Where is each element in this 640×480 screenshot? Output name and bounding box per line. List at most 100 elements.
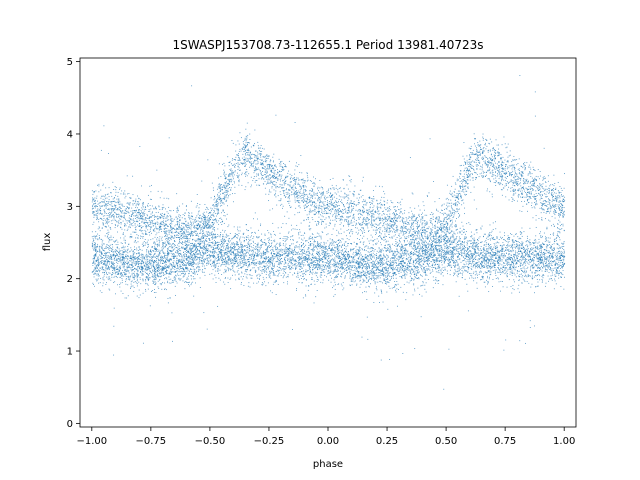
data-point xyxy=(331,248,333,250)
data-point xyxy=(496,237,498,238)
data-point xyxy=(165,262,167,263)
data-point xyxy=(221,262,223,264)
data-point xyxy=(381,250,383,252)
data-point xyxy=(371,268,373,270)
data-point xyxy=(132,266,134,267)
data-point xyxy=(512,239,514,241)
data-point xyxy=(100,256,102,257)
data-point xyxy=(168,266,170,268)
data-point xyxy=(190,243,192,244)
data-point xyxy=(321,268,323,270)
data-point xyxy=(193,244,195,246)
data-point xyxy=(121,277,123,279)
data-point xyxy=(368,286,370,288)
data-point xyxy=(370,251,372,253)
data-point xyxy=(442,284,444,286)
data-point xyxy=(138,259,140,261)
data-point xyxy=(124,246,126,248)
data-point xyxy=(357,275,359,277)
data-point xyxy=(354,261,356,263)
data-point xyxy=(416,268,418,270)
data-point xyxy=(237,263,238,265)
data-point xyxy=(471,275,473,277)
data-point xyxy=(138,273,140,275)
data-point xyxy=(366,281,368,283)
data-point xyxy=(317,248,319,250)
data-point xyxy=(545,258,547,259)
data-point xyxy=(203,249,205,251)
data-point xyxy=(183,235,185,237)
data-point xyxy=(158,266,160,268)
data-point xyxy=(324,268,326,270)
data-point xyxy=(369,253,371,255)
data-point xyxy=(278,249,280,251)
data-point xyxy=(422,270,424,272)
data-point xyxy=(311,262,313,264)
data-point xyxy=(115,254,117,256)
data-point xyxy=(199,266,201,268)
data-point xyxy=(425,268,427,270)
data-point xyxy=(280,226,282,228)
data-point xyxy=(469,262,471,264)
data-point xyxy=(556,269,557,271)
data-point xyxy=(121,247,123,249)
data-point xyxy=(96,260,98,262)
data-point xyxy=(477,266,479,267)
data-point xyxy=(483,276,484,278)
data-point xyxy=(123,263,125,265)
data-point xyxy=(435,268,436,270)
data-point xyxy=(412,294,414,296)
data-point xyxy=(178,266,180,268)
data-point xyxy=(167,302,169,304)
data-point xyxy=(273,270,274,272)
data-point xyxy=(510,256,512,258)
data-point xyxy=(544,255,546,257)
data-point xyxy=(242,256,244,258)
data-point xyxy=(368,285,370,287)
data-point xyxy=(413,265,415,267)
data-point xyxy=(546,247,548,249)
data-point xyxy=(217,253,219,255)
data-point xyxy=(545,268,547,270)
data-point xyxy=(149,259,151,261)
data-point xyxy=(379,272,381,273)
data-point xyxy=(468,263,470,265)
data-point xyxy=(313,280,315,282)
data-point xyxy=(99,236,100,238)
data-point xyxy=(540,247,542,249)
data-point xyxy=(138,246,140,248)
data-point xyxy=(345,246,347,248)
data-point xyxy=(548,260,550,262)
data-point xyxy=(436,249,438,251)
data-point xyxy=(468,246,470,248)
data-point xyxy=(391,287,393,289)
data-point xyxy=(401,252,403,254)
data-point xyxy=(108,266,109,268)
data-point xyxy=(478,254,480,256)
data-point xyxy=(458,269,460,271)
data-point xyxy=(392,250,394,252)
data-point xyxy=(324,255,326,257)
data-point xyxy=(270,258,272,260)
data-point xyxy=(551,256,553,258)
data-point xyxy=(481,261,483,262)
data-point xyxy=(130,268,132,270)
data-point xyxy=(503,253,505,255)
data-point xyxy=(153,276,155,278)
data-point xyxy=(257,255,259,257)
data-point xyxy=(488,263,490,265)
data-point xyxy=(302,249,304,251)
data-point xyxy=(285,240,287,241)
data-point xyxy=(154,284,156,285)
data-point xyxy=(206,233,208,235)
data-point xyxy=(561,261,563,263)
data-point xyxy=(231,238,233,239)
data-point xyxy=(372,275,374,277)
data-point xyxy=(234,271,236,273)
data-point xyxy=(278,257,280,259)
data-point xyxy=(521,270,523,272)
data-point xyxy=(479,236,481,238)
data-point xyxy=(490,246,492,248)
data-point xyxy=(326,234,328,236)
data-point xyxy=(475,250,477,252)
